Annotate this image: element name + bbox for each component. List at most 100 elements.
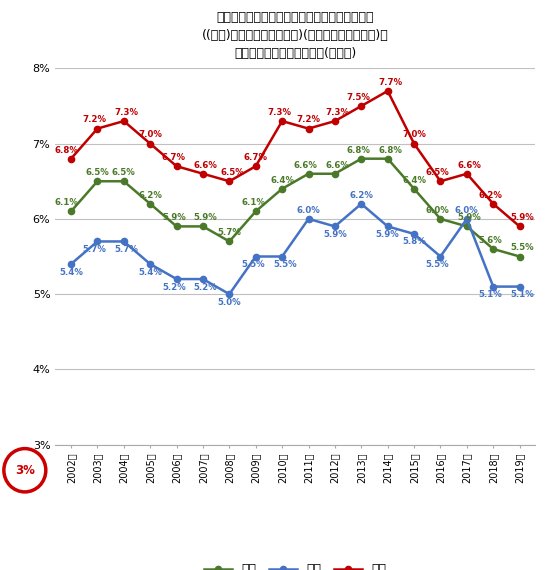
Text: 7.3%: 7.3% <box>326 108 349 117</box>
Text: 5.7%: 5.7% <box>83 245 107 254</box>
合計 <box>252 208 259 215</box>
合計 <box>173 223 180 230</box>
男性 <box>411 230 417 237</box>
合計 <box>68 208 75 215</box>
女性 <box>411 140 417 147</box>
Text: 5.5%: 5.5% <box>273 260 297 269</box>
女性 <box>252 163 259 170</box>
Text: 6.8%: 6.8% <box>55 145 79 154</box>
Text: 6.2%: 6.2% <box>138 191 162 200</box>
Text: 6.6%: 6.6% <box>294 161 317 169</box>
合計 <box>411 185 417 192</box>
合計 <box>279 185 285 192</box>
合計 <box>226 238 232 245</box>
Text: 5.2%: 5.2% <box>194 283 217 292</box>
合計 <box>464 223 470 230</box>
Text: 6.7%: 6.7% <box>244 153 268 162</box>
女性 <box>94 125 100 132</box>
女性 <box>147 140 153 147</box>
Text: 6.2%: 6.2% <box>479 191 502 200</box>
Text: 6.2%: 6.2% <box>349 191 373 200</box>
合計 <box>120 178 127 185</box>
Text: 5.0%: 5.0% <box>217 298 241 307</box>
女性 <box>332 117 338 124</box>
Text: 5.9%: 5.9% <box>458 213 481 222</box>
女性 <box>173 163 180 170</box>
合計 <box>200 223 206 230</box>
Text: 7.7%: 7.7% <box>378 78 402 87</box>
Text: 6.6%: 6.6% <box>194 161 217 169</box>
男性 <box>173 276 180 283</box>
男性 <box>252 253 259 260</box>
合計 <box>384 155 391 162</box>
女性 <box>358 103 365 109</box>
Text: 5.9%: 5.9% <box>194 213 217 222</box>
Text: 5.1%: 5.1% <box>511 290 534 299</box>
男性 <box>279 253 285 260</box>
男性 <box>332 223 338 230</box>
Text: 6.0%: 6.0% <box>296 206 320 215</box>
Text: 6.5%: 6.5% <box>426 168 449 177</box>
Text: 6.5%: 6.5% <box>220 168 244 177</box>
Text: 6.1%: 6.1% <box>241 198 265 207</box>
Line: 女性: 女性 <box>68 88 523 230</box>
女性 <box>305 125 312 132</box>
Text: 6.1%: 6.1% <box>55 198 79 207</box>
女性 <box>490 201 497 207</box>
男性 <box>384 223 391 230</box>
Text: 6.8%: 6.8% <box>347 145 370 154</box>
女性 <box>68 155 75 162</box>
Text: 5.8%: 5.8% <box>402 238 426 246</box>
男性 <box>94 238 100 245</box>
女性 <box>279 117 285 124</box>
Line: 男性: 男性 <box>68 201 523 297</box>
Text: 5.2%: 5.2% <box>162 283 185 292</box>
男性 <box>147 260 153 267</box>
Text: 5.9%: 5.9% <box>376 230 400 239</box>
Text: 6.0%: 6.0% <box>455 206 479 215</box>
Text: 6.7%: 6.7% <box>162 153 186 162</box>
Text: 5.5%: 5.5% <box>241 260 265 269</box>
Text: 7.2%: 7.2% <box>296 116 321 124</box>
男性 <box>464 215 470 222</box>
女性 <box>384 88 391 95</box>
Text: 7.3%: 7.3% <box>267 108 291 117</box>
Text: 5.9%: 5.9% <box>323 230 347 239</box>
合計 <box>516 253 523 260</box>
Text: 6.4%: 6.4% <box>270 176 294 185</box>
Text: 5.1%: 5.1% <box>479 290 502 299</box>
Text: 5.4%: 5.4% <box>59 267 83 276</box>
男性 <box>437 253 444 260</box>
男性 <box>120 238 127 245</box>
Text: 5.6%: 5.6% <box>479 236 502 245</box>
Text: 7.0%: 7.0% <box>402 131 426 140</box>
男性 <box>200 276 206 283</box>
Text: 6.6%: 6.6% <box>458 161 481 169</box>
女性 <box>516 223 523 230</box>
合計 <box>437 215 444 222</box>
Text: 6.5%: 6.5% <box>112 168 136 177</box>
Text: 6.8%: 6.8% <box>379 145 402 154</box>
男性 <box>68 260 75 267</box>
Text: 7.3%: 7.3% <box>115 108 139 117</box>
Text: 6.6%: 6.6% <box>326 161 349 169</box>
Text: 3%: 3% <box>15 464 35 477</box>
Text: 6.4%: 6.4% <box>402 176 426 185</box>
合計 <box>305 170 312 177</box>
女性 <box>226 178 232 185</box>
男性 <box>490 283 497 290</box>
Line: 合計: 合計 <box>68 156 523 259</box>
Text: 7.2%: 7.2% <box>83 116 107 124</box>
Title: 若年層のパート・アルバイトおよびその希望者
((完全)失業者＋非労働人口)(いわゆるフリーター)の
該当属性人口に占める割合(男女別): 若年層のパート・アルバイトおよびその希望者 ((完全)失業者＋非労働人口)(いわ… <box>202 11 389 60</box>
男性 <box>305 215 312 222</box>
合計 <box>490 246 497 253</box>
合計 <box>147 201 153 207</box>
男性 <box>358 201 365 207</box>
女性 <box>437 178 444 185</box>
Text: 6.0%: 6.0% <box>426 206 449 215</box>
Text: 5.7%: 5.7% <box>115 245 139 254</box>
Text: 5.5%: 5.5% <box>511 243 534 253</box>
Text: 7.0%: 7.0% <box>138 131 162 140</box>
女性 <box>120 117 127 124</box>
Legend: 合計, 男性, 女性: 合計, 男性, 女性 <box>199 558 391 570</box>
